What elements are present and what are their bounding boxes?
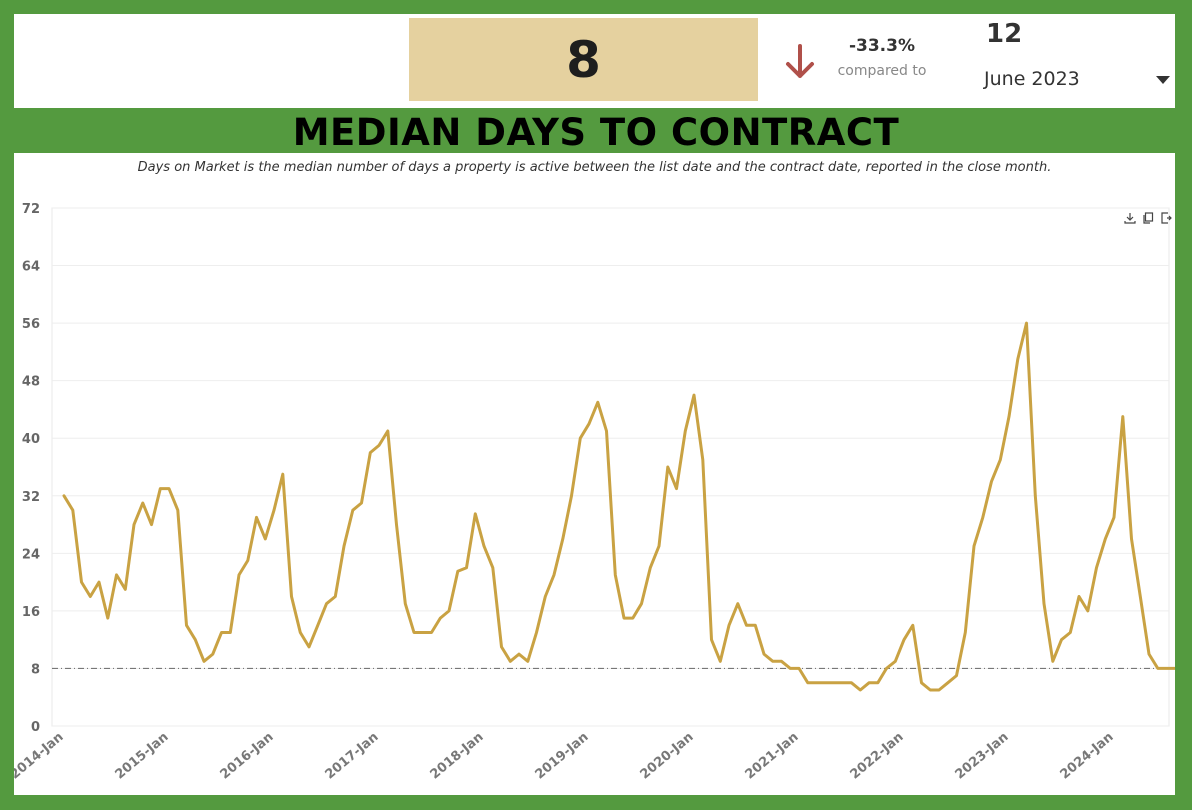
compare-value: 12	[986, 19, 1023, 49]
y-tick-label: 24	[22, 547, 40, 562]
y-tick-label: 48	[22, 375, 40, 390]
chart-toolbar	[1124, 209, 1172, 224]
copy-icon[interactable]	[1142, 209, 1154, 224]
down-arrow-icon	[786, 44, 814, 78]
x-tick-label: 2023-Jan	[953, 730, 1012, 783]
y-tick-label: 0	[31, 720, 40, 735]
series-line	[62, 321, 1175, 692]
y-tick-label: 32	[22, 490, 40, 505]
line-chart: 0 8 16 24 32 40 48 56 64 72 2014-Jan 2015-Jan 2016-J…	[14, 202, 1175, 783]
x-tick-label: 2020-Jan	[638, 730, 697, 783]
y-tick-label: 40	[22, 432, 40, 447]
plot-area	[51, 207, 1170, 727]
current-value: 8	[409, 18, 758, 101]
download-icon[interactable]	[1124, 209, 1136, 224]
chart-panel: Days on Market is the median number of d…	[14, 153, 1175, 795]
export-icon[interactable]	[1160, 209, 1172, 224]
y-tick-label: 56	[22, 317, 40, 332]
month-dropdown[interactable]: June 2023	[984, 68, 1170, 94]
x-tick-label: 2024-Jan	[1058, 730, 1117, 783]
x-tick-label: 2014-Jan	[14, 730, 67, 783]
month-dropdown-value: June 2023	[984, 68, 1080, 90]
kpi-bar: 8 -33.3% compared to 12 June 2023	[14, 14, 1175, 108]
y-tick-label: 64	[22, 260, 40, 275]
x-tick-label: 2021-Jan	[743, 730, 802, 783]
x-tick-label: 2018-Jan	[428, 730, 487, 783]
y-tick-label: 8	[31, 662, 40, 677]
x-tick-label: 2019-Jan	[533, 730, 592, 783]
y-tick-label: 16	[22, 605, 40, 620]
y-tick-label: 72	[22, 202, 40, 217]
page-title: MEDIAN DAYS TO CONTRACT	[292, 111, 900, 154]
caret-down-icon	[1156, 76, 1170, 84]
chart-subtitle: Days on Market is the median number of d…	[137, 160, 1052, 175]
x-tick-label: 2017-Jan	[323, 730, 382, 783]
x-tick-label: 2016-Jan	[218, 730, 277, 783]
percent-change: -33.3%	[848, 36, 916, 56]
compared-to-label: compared to	[837, 63, 927, 79]
x-tick-label: 2022-Jan	[848, 730, 907, 783]
x-tick-label: 2015-Jan	[113, 730, 172, 783]
